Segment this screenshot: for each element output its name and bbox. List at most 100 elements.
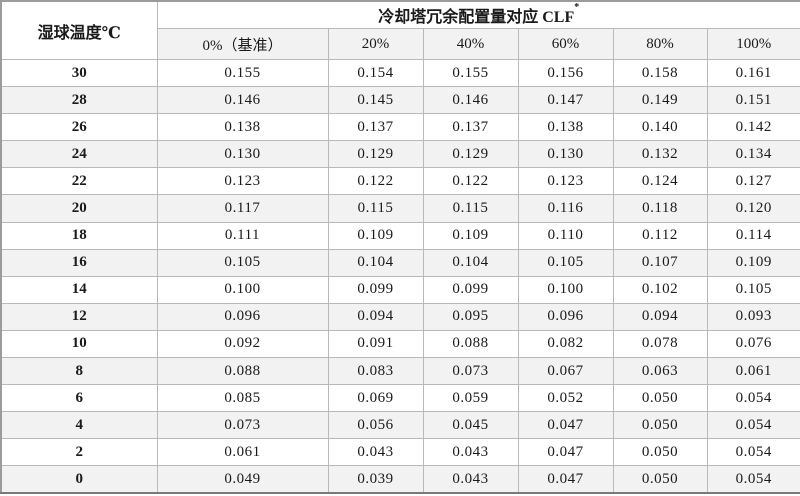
clf-value-cell: 0.158 bbox=[612, 58, 708, 88]
clf-value-cell: 0.109 bbox=[706, 248, 800, 277]
clf-value-cell: 0.054 bbox=[706, 384, 800, 413]
temperature-cell: 10 bbox=[0, 329, 158, 359]
clf-value-cell: 0.146 bbox=[422, 86, 519, 115]
clf-value-cell: 0.137 bbox=[422, 113, 519, 142]
clf-value-cell: 0.047 bbox=[517, 438, 614, 467]
table-row: 20 0.117 0.115 0.115 0.116 0.118 0.120 bbox=[0, 194, 800, 223]
clf-value-cell: 0.116 bbox=[517, 194, 614, 223]
temperature-cell: 8 bbox=[0, 357, 158, 386]
temperature-cell: 30 bbox=[0, 58, 158, 88]
clf-value-cell: 0.092 bbox=[156, 329, 329, 359]
clf-value-cell: 0.115 bbox=[422, 194, 519, 223]
table-row: 2 0.061 0.043 0.043 0.047 0.050 0.054 bbox=[0, 438, 800, 467]
table-row: 0 0.049 0.039 0.043 0.047 0.050 0.054 bbox=[0, 465, 800, 494]
clf-value-cell: 0.088 bbox=[156, 357, 329, 386]
redundancy-percent-header: 60% bbox=[517, 28, 614, 60]
clf-value-cell: 0.096 bbox=[156, 302, 329, 331]
redundancy-percent-header: 40% bbox=[422, 28, 519, 60]
clf-value-cell: 0.140 bbox=[612, 113, 708, 142]
clf-value-cell: 0.073 bbox=[156, 411, 329, 440]
clf-group-header: 冷却塔冗余配置量对应 CLF* bbox=[156, 0, 800, 29]
clf-value-cell: 0.105 bbox=[706, 275, 800, 304]
clf-value-cell: 0.122 bbox=[422, 167, 519, 196]
clf-value-cell: 0.078 bbox=[612, 329, 708, 359]
clf-value-cell: 0.112 bbox=[612, 221, 708, 250]
clf-value-cell: 0.105 bbox=[156, 248, 329, 277]
temperature-cell: 12 bbox=[0, 302, 158, 331]
clf-value-cell: 0.109 bbox=[327, 221, 424, 250]
clf-value-cell: 0.043 bbox=[327, 438, 424, 467]
clf-value-cell: 0.117 bbox=[156, 194, 329, 223]
clf-value-cell: 0.050 bbox=[612, 411, 708, 440]
clf-value-cell: 0.130 bbox=[517, 140, 614, 169]
clf-value-cell: 0.147 bbox=[517, 86, 614, 115]
clf-value-cell: 0.132 bbox=[612, 140, 708, 169]
table-row: 28 0.146 0.145 0.146 0.147 0.149 0.151 bbox=[0, 86, 800, 115]
clf-value-cell: 0.049 bbox=[156, 465, 329, 494]
clf-value-cell: 0.076 bbox=[706, 329, 800, 359]
clf-value-cell: 0.124 bbox=[612, 167, 708, 196]
clf-value-cell: 0.050 bbox=[612, 465, 708, 494]
redundancy-percent-header-row: 0%（基准） 20% 40% 60% 80% 100% bbox=[1, 28, 800, 60]
clf-value-cell: 0.149 bbox=[612, 86, 708, 115]
clf-value-cell: 0.054 bbox=[706, 411, 800, 440]
table-body: 30 0.155 0.154 0.155 0.156 0.158 0.161 28 0.146 0… bbox=[0, 58, 800, 494]
temperature-cell: 20 bbox=[0, 194, 158, 223]
clf-value-cell: 0.138 bbox=[517, 113, 614, 142]
temperature-cell: 16 bbox=[0, 248, 158, 277]
redundancy-percent-header: 80% bbox=[612, 28, 708, 60]
clf-value-cell: 0.130 bbox=[156, 140, 329, 169]
clf-value-cell: 0.099 bbox=[422, 275, 519, 304]
clf-value-cell: 0.043 bbox=[422, 465, 519, 494]
clf-value-cell: 0.061 bbox=[156, 438, 329, 467]
table-row: 8 0.088 0.083 0.073 0.067 0.063 0.061 bbox=[0, 357, 800, 386]
clf-value-cell: 0.088 bbox=[422, 329, 519, 359]
clf-value-cell: 0.104 bbox=[327, 248, 424, 277]
clf-value-cell: 0.073 bbox=[422, 357, 519, 386]
table-row: 26 0.138 0.137 0.137 0.138 0.140 0.142 bbox=[0, 113, 800, 142]
clf-value-cell: 0.104 bbox=[422, 248, 519, 277]
redundancy-percent-header: 20% bbox=[327, 28, 424, 60]
clf-value-cell: 0.154 bbox=[327, 58, 424, 88]
clf-value-cell: 0.067 bbox=[517, 357, 614, 386]
temperature-cell: 26 bbox=[0, 113, 158, 142]
clf-value-cell: 0.054 bbox=[706, 438, 800, 467]
clf-value-cell: 0.155 bbox=[156, 58, 329, 88]
clf-value-cell: 0.151 bbox=[706, 86, 800, 115]
clf-value-cell: 0.045 bbox=[422, 411, 519, 440]
clf-value-cell: 0.102 bbox=[612, 275, 708, 304]
temperature-cell: 18 bbox=[0, 221, 158, 250]
clf-value-cell: 0.100 bbox=[156, 275, 329, 304]
clf-value-cell: 0.093 bbox=[706, 302, 800, 331]
clf-group-header-text: 冷却塔冗余配置量对应 CLF bbox=[378, 9, 575, 26]
temperature-cell: 14 bbox=[0, 275, 158, 304]
clf-value-cell: 0.156 bbox=[517, 58, 614, 88]
clf-value-cell: 0.107 bbox=[612, 248, 708, 277]
clf-value-cell: 0.091 bbox=[327, 329, 424, 359]
clf-value-cell: 0.155 bbox=[422, 58, 519, 88]
table-row: 10 0.092 0.091 0.088 0.082 0.078 0.076 bbox=[0, 329, 800, 359]
temperature-cell: 6 bbox=[0, 384, 158, 413]
clf-value-cell: 0.146 bbox=[156, 86, 329, 115]
clf-value-cell: 0.054 bbox=[706, 465, 800, 494]
clf-value-cell: 0.114 bbox=[706, 221, 800, 250]
table-row: 12 0.096 0.094 0.095 0.096 0.094 0.093 bbox=[0, 302, 800, 331]
clf-value-cell: 0.129 bbox=[327, 140, 424, 169]
clf-value-cell: 0.052 bbox=[517, 384, 614, 413]
clf-value-cell: 0.069 bbox=[327, 384, 424, 413]
redundancy-percent-header: 100% bbox=[706, 28, 800, 60]
clf-value-cell: 0.120 bbox=[706, 194, 800, 223]
clf-footnote-marker: * bbox=[574, 2, 580, 13]
table-row: 18 0.111 0.109 0.109 0.110 0.112 0.114 bbox=[0, 221, 800, 250]
group-header-row: 湿球温度℃ 冷却塔冗余配置量对应 CLF* bbox=[0, 0, 800, 60]
temperature-cell: 2 bbox=[0, 438, 158, 467]
clf-value-cell: 0.105 bbox=[517, 248, 614, 277]
clf-value-cell: 0.115 bbox=[327, 194, 424, 223]
clf-value-cell: 0.050 bbox=[612, 384, 708, 413]
clf-value-cell: 0.122 bbox=[327, 167, 424, 196]
table-row: 6 0.085 0.069 0.059 0.052 0.050 0.054 bbox=[0, 384, 800, 413]
clf-value-cell: 0.099 bbox=[327, 275, 424, 304]
clf-value-cell: 0.047 bbox=[517, 411, 614, 440]
clf-value-cell: 0.123 bbox=[517, 167, 614, 196]
clf-value-cell: 0.127 bbox=[706, 167, 800, 196]
